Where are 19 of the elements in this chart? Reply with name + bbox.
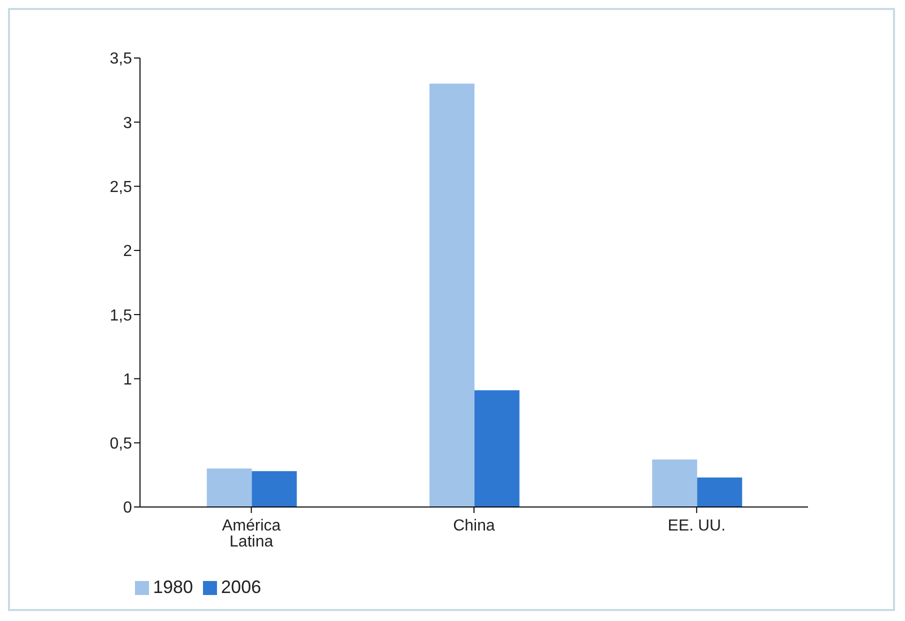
bar: [252, 471, 297, 507]
bar: [429, 84, 474, 507]
y-tick-label: 3,5: [110, 50, 132, 68]
y-tick-label: 0,5: [110, 436, 132, 453]
x-tick-label: China: [453, 517, 495, 534]
bar: [206, 468, 252, 507]
y-tick-label: 3: [123, 114, 132, 132]
y-tick-label: 2,5: [110, 178, 132, 196]
bar: [474, 390, 520, 507]
legend-label: 1980: [153, 577, 194, 597]
x-tick-label: EE. UU.: [668, 517, 726, 534]
y-tick-label: 1: [123, 371, 132, 388]
y-tick-label: 0: [123, 500, 132, 517]
x-tick-label: América Latina: [222, 517, 281, 550]
bar: [697, 477, 742, 507]
legend-label: 2006: [221, 577, 262, 597]
bar: [652, 460, 698, 507]
y-tick-label: 1,5: [110, 307, 132, 324]
y-tick-label: 2: [123, 243, 132, 260]
